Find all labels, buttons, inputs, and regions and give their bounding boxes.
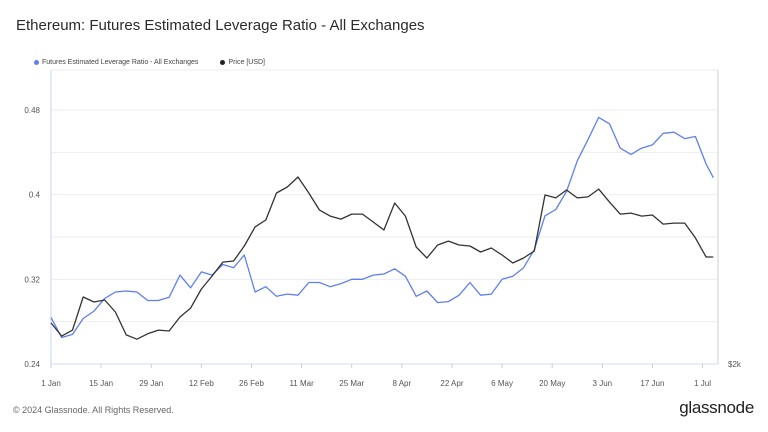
y-left-tick-label: 0.32 — [24, 275, 40, 284]
legend-label-price: Price [USD] — [228, 59, 265, 66]
legend-item-price[interactable]: Price [USD] — [220, 59, 265, 66]
legend-marker-leverage — [34, 60, 39, 65]
legend-marker-price — [220, 60, 226, 65]
leverage-ratio-line — [50, 116, 714, 339]
y-right-tick-label: $2k — [728, 360, 742, 369]
x-tick-label: 1 Jul — [694, 379, 711, 388]
x-tick-label: 25 Mar — [339, 379, 364, 388]
glassnode-logo: glassnode — [679, 398, 754, 417]
chart-title: Ethereum: Futures Estimated Leverage Rat… — [16, 17, 425, 34]
x-tick-label: 6 May — [491, 379, 513, 388]
x-tick-label: 26 Feb — [239, 379, 264, 388]
legend-item-leverage[interactable]: Futures Estimated Leverage Ratio - All E… — [34, 59, 198, 66]
x-tick-label: 12 Feb — [189, 379, 214, 388]
x-tick-label: 8 Apr — [392, 379, 411, 388]
legend-label-leverage: Futures Estimated Leverage Ratio - All E… — [42, 59, 199, 66]
x-tick-label: 11 Mar — [289, 379, 314, 388]
y-left-tick-label: 0.4 — [29, 191, 41, 200]
x-tick-label: 17 Jun — [640, 379, 664, 388]
x-tick-label: 15 Jan — [89, 379, 113, 388]
x-tick-label: 22 Apr — [440, 379, 463, 388]
copyright: © 2024 Glassnode. All Rights Reserved. — [13, 405, 174, 415]
x-tick-label: 1 Jan — [41, 379, 61, 388]
y-left-tick-label: 0.48 — [24, 106, 40, 115]
x-tick-label: 20 May — [539, 379, 565, 388]
y-left-tick-label: 0.24 — [24, 360, 40, 369]
x-tick-label: 29 Jan — [139, 379, 163, 388]
price-line — [50, 176, 714, 340]
x-tick-label: 3 Jun — [593, 379, 613, 388]
legend: Futures Estimated Leverage Ratio - All E… — [34, 59, 265, 66]
